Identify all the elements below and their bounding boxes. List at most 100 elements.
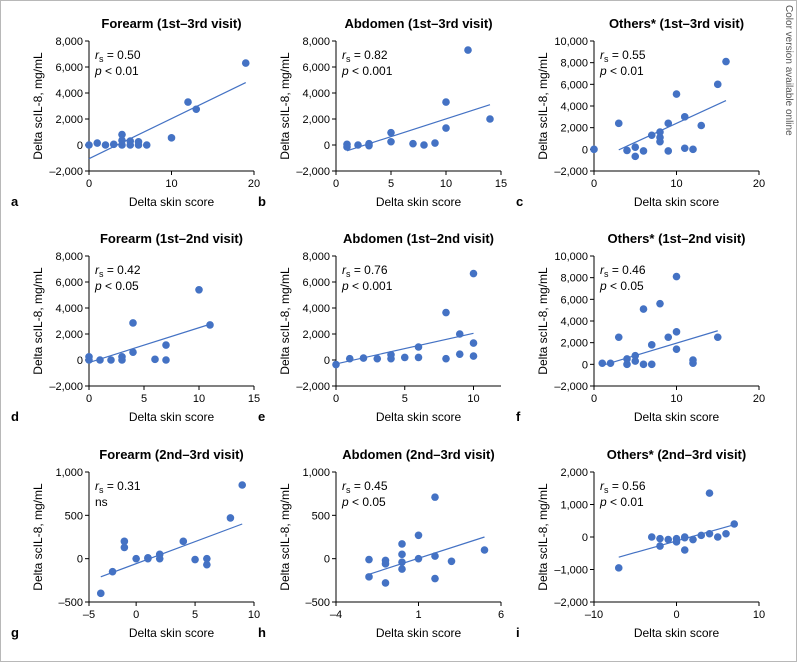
panel-e-y-tick-label: 6,000 — [302, 277, 330, 289]
panel-g-x-tick-label: 10 — [248, 609, 260, 621]
panel-f-y-tick-label: 8,000 — [560, 273, 588, 285]
panel-f-point — [672, 272, 681, 281]
panel-g-point — [108, 567, 117, 576]
panel-f-point — [631, 357, 640, 365]
panel-a-x-label: Delta skin score — [129, 195, 215, 209]
panel-d-title: Forearm (1st–2nd visit) — [100, 231, 243, 246]
panel-c-point — [680, 144, 689, 153]
panel-f-point — [647, 341, 656, 349]
panel-c-y-tick-label: 8,000 — [560, 58, 588, 70]
panel-d-stat-rs: rs = 0.42 — [95, 263, 141, 279]
panel-g-point — [238, 481, 247, 489]
panel-d-x-label: Delta skin score — [129, 410, 215, 424]
panel-h-point — [398, 550, 406, 559]
panel-h-point — [480, 546, 489, 554]
panel-b-y-label: Delta scIL-8, mg/mL — [278, 52, 292, 160]
panel-h-x-tick-label: 6 — [498, 609, 504, 621]
panel-i-point — [664, 535, 673, 544]
panel-f-title: Others* (1st–2nd visit) — [608, 231, 746, 246]
panel-f-point — [623, 355, 631, 363]
panel-b-point — [442, 98, 450, 106]
panel-d-point — [118, 356, 126, 364]
panel-d-stat-p: p < 0.05 — [94, 279, 139, 293]
panel-f-point — [639, 360, 648, 369]
panel-d-point — [151, 355, 159, 364]
panel-a-point — [167, 134, 176, 142]
panel-a-point — [241, 59, 250, 67]
panel-b-point — [387, 128, 395, 137]
panel-e-y-tick-label: 0 — [324, 355, 330, 367]
panel-h-point — [398, 558, 406, 566]
panel-c-point — [722, 57, 730, 66]
panel-a-point — [85, 141, 93, 149]
panel-e-point — [387, 354, 395, 363]
panel-h-x-tick-label: –4 — [330, 609, 342, 621]
panel-f-y-tick-label: 0 — [582, 359, 588, 371]
panel-g-y-tick-label: –500 — [59, 597, 83, 609]
panel-b-point — [431, 139, 439, 147]
panel-e-x-tick-label: 5 — [402, 393, 408, 405]
panel-f-y-tick-label: 6,000 — [560, 294, 588, 306]
panel-c-point — [680, 113, 689, 121]
panel-b-y-tick-label: 4,000 — [302, 88, 330, 100]
panel-c-x-tick-label: 10 — [670, 178, 682, 190]
panel-h-point — [431, 493, 439, 501]
panel-i-y-label: Delta scIL-8, mg/mL — [536, 483, 550, 591]
panel-g-y-tick-label: 1,000 — [55, 467, 83, 479]
panel-e-y-tick-label: 8,000 — [302, 251, 330, 263]
panel-a-point — [93, 139, 102, 147]
panel-h-y-tick-label: 500 — [312, 510, 330, 522]
panel-b-y-tick-label: 2,000 — [302, 114, 330, 126]
panel-a-point — [101, 141, 110, 149]
panel-c-x-tick-label: 20 — [753, 178, 765, 190]
panel-i-point — [672, 534, 681, 543]
panel-e-point — [345, 354, 354, 363]
panel-b-point — [486, 115, 494, 123]
panel-c-x-label: Delta skin score — [634, 195, 720, 209]
panel-c-y-tick-label: 2,000 — [560, 123, 588, 135]
panel-f-x-tick-label: 10 — [670, 393, 682, 405]
panel-i-letter: i — [516, 625, 520, 640]
panel-d-point — [162, 356, 170, 364]
panel-e-point — [414, 343, 423, 351]
panel-h-point — [381, 556, 390, 565]
panel-i-point — [730, 520, 739, 528]
panel-e-letter: e — [258, 409, 265, 424]
panel-d-x-tick-label: 5 — [141, 393, 147, 405]
panel-f-y-label: Delta scIL-8, mg/mL — [536, 267, 550, 375]
panel-g-stat-rs: rs = 0.31 — [95, 479, 141, 495]
panel-b-y-tick-label: 8,000 — [302, 36, 330, 48]
panel-c-point — [713, 80, 722, 89]
panel-d-y-tick-label: 2,000 — [55, 329, 83, 341]
panel-f-y-tick-label: 2,000 — [560, 338, 588, 350]
panel-i-point — [647, 533, 656, 541]
panel-b-y-tick-label: 6,000 — [302, 62, 330, 74]
panel-a-point — [192, 105, 201, 114]
panel-g-title: Forearm (2nd–3rd visit) — [99, 447, 244, 462]
panel-a-y-tick-label: 4,000 — [55, 88, 83, 100]
panel-g-point — [226, 514, 235, 522]
panel-g-letter: g — [11, 625, 19, 640]
panel-f-point — [664, 333, 673, 342]
panel-b-letter: b — [258, 194, 266, 209]
panel-h-point — [414, 531, 423, 540]
panel-g-y-tick-label: 500 — [65, 510, 83, 522]
panel-c-point — [631, 152, 640, 161]
panel-f-point — [631, 351, 640, 360]
panel-f-point — [639, 305, 648, 313]
panel-a-point — [118, 141, 126, 149]
panel-d-point — [129, 319, 137, 327]
panel-b-stat-rs: rs = 0.82 — [342, 48, 388, 64]
panel-i-point — [614, 564, 623, 572]
panel-d-point — [206, 321, 214, 329]
panel-c-point — [639, 147, 648, 155]
panel-i-point — [705, 489, 714, 497]
panel-f-y-tick-label: 4,000 — [560, 316, 588, 328]
panel-g-point — [96, 589, 105, 598]
panel-f-point — [598, 359, 607, 368]
panel-h-y-tick-label: 0 — [324, 554, 330, 566]
panel-d-y-label: Delta scIL-8, mg/mL — [31, 267, 45, 375]
panel-f-trend-line — [602, 330, 718, 366]
panel-g-point — [203, 554, 211, 563]
